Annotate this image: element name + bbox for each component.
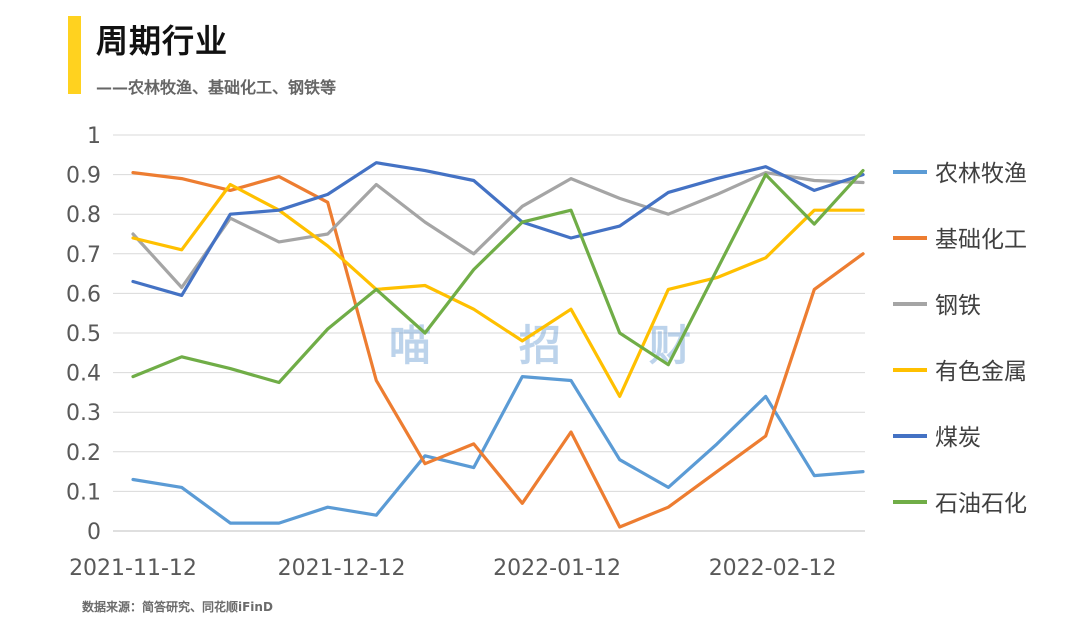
y-tick-label: 0.9 [66, 164, 101, 189]
y-tick-label: 0.4 [66, 362, 101, 387]
y-tick-label: 1 [87, 124, 101, 149]
legend-label: 基础化工 [935, 227, 1027, 253]
y-tick-label: 0.5 [66, 322, 101, 347]
y-tick-label: 0.1 [66, 480, 101, 505]
series-line-5 [131, 161, 865, 297]
series-line-1 [131, 375, 865, 525]
series-line-2 [131, 171, 865, 529]
data-source-note: 数据来源：简答研究、同花顺iFinD [82, 600, 273, 614]
y-tick-label: 0.6 [66, 282, 101, 307]
legend-label: 农林牧渔 [935, 161, 1027, 187]
x-tick-label: 2021-12-12 [278, 556, 406, 581]
series-line-6 [131, 169, 865, 385]
watermark-text: 喵 [389, 321, 431, 370]
y-tick-label: 0.3 [66, 401, 101, 426]
x-tick-label: 2022-01-12 [493, 556, 621, 581]
legend-label: 煤炭 [935, 425, 981, 451]
title-accent-bar [68, 16, 81, 94]
series-line-3 [131, 171, 865, 290]
page-subtitle: ——农林牧渔、基础化工、钢铁等 [96, 78, 337, 97]
x-tick-label: 2022-02-12 [709, 556, 837, 581]
page-title: 周期行业 [96, 22, 229, 60]
series-line-4 [131, 182, 865, 398]
y-tick-label: 0 [87, 520, 101, 545]
y-tick-label: 0.7 [66, 243, 101, 268]
legend-label: 石油石化 [935, 491, 1027, 517]
y-tick-label: 0.2 [66, 441, 101, 466]
x-tick-label: 2021-11-12 [69, 556, 197, 581]
legend-label: 钢铁 [935, 293, 981, 319]
y-tick-label: 0.8 [66, 203, 101, 228]
legend-label: 有色金属 [935, 359, 1027, 385]
